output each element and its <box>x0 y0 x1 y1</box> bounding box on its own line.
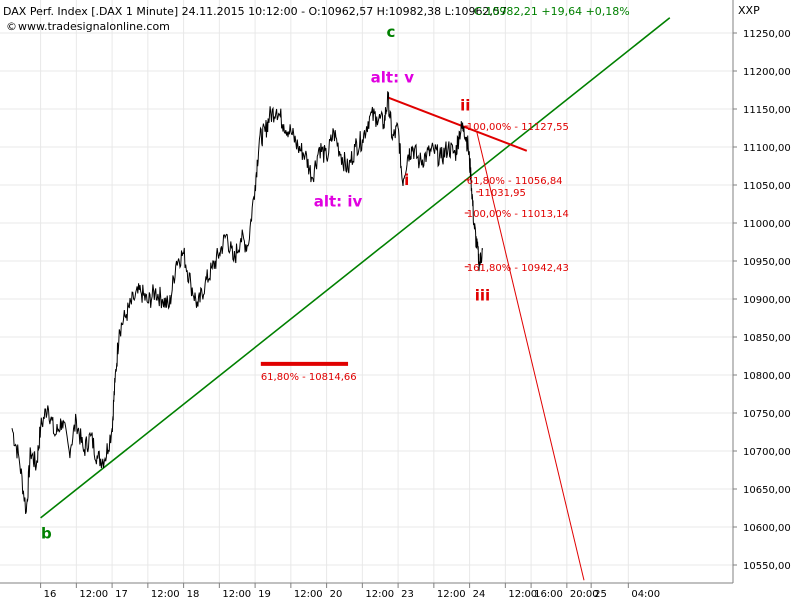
x-tick-label: 18 <box>187 589 200 600</box>
x-tick-label: 04:00 <box>631 589 660 600</box>
x-tick-label: 20:00 <box>570 589 599 600</box>
y-tick-label: 10750,00 <box>743 409 791 420</box>
trendlines <box>40 17 671 581</box>
y-tick-label: 10700,00 <box>743 447 791 458</box>
y-tick-label: 11200,00 <box>743 67 791 78</box>
header-title: DAX Perf. Index [.DAX 1 Minute] 24.11.20… <box>3 5 507 18</box>
x-tick-label: 25 <box>594 589 607 600</box>
fib-level-label: 100,00% - 11013,14 <box>467 209 569 220</box>
wave-label: b <box>41 524 52 542</box>
fib-level-label: 61,80% - 10814,66 <box>261 372 357 383</box>
y-tick-label: 10550,00 <box>743 561 791 572</box>
x-tick-label: 16:00 <box>534 589 563 600</box>
x-tick-label: 17 <box>115 589 128 600</box>
price-series <box>11 91 483 514</box>
copyright-icon: © <box>6 20 17 33</box>
x-tick-label: 12:00 <box>437 589 466 600</box>
x-tick-label: 12:00 <box>151 589 180 600</box>
x-tick-label: 24 <box>473 589 486 600</box>
x-tick-label: 12:00 <box>365 589 394 600</box>
axis-name: XXP <box>738 4 760 17</box>
fib-level-label: 11031,95 <box>478 188 526 199</box>
y-tick-label: 11050,00 <box>743 181 791 192</box>
wave-label: alt: iv <box>314 192 363 210</box>
wave-label: iii <box>475 287 490 305</box>
x-tick-label: 19 <box>258 589 271 600</box>
y-tick-label: 10650,00 <box>743 485 791 496</box>
y-tick-label: 10850,00 <box>743 333 791 344</box>
fib-level-label: 61,80% - 11056,84 <box>467 176 563 187</box>
fibonacci-levels: 61,80% - 10814,66 100,00% - 11127,55 61,80… <box>260 122 569 383</box>
trendline-uptrend <box>40 17 671 519</box>
wave-label: c <box>386 23 395 41</box>
x-axis-ticks: 16 12:00 17 12:00 18 12:00 19 12:00 20 12:00 23 12:… <box>40 583 660 600</box>
trendline-projection <box>476 131 585 581</box>
header-close: C:10982,21 +19,64 +0,18% <box>474 5 630 18</box>
x-tick-label: 12:00 <box>508 589 537 600</box>
x-tick-label: 20 <box>330 589 343 600</box>
y-axis-panel <box>733 0 800 600</box>
wave-label: alt: v <box>371 68 415 86</box>
x-tick-label: 12:00 <box>222 589 251 600</box>
trendline-resistance <box>387 96 528 152</box>
fib-level-label: 161,80% - 10942,43 <box>467 263 569 274</box>
y-tick-label: 11150,00 <box>743 105 791 116</box>
x-tick-label: 16 <box>44 589 57 600</box>
y-tick-label: 10600,00 <box>743 523 791 534</box>
y-tick-label: 10950,00 <box>743 257 791 268</box>
y-tick-label: 11000,00 <box>743 219 791 230</box>
y-tick-label: 10900,00 <box>743 295 791 306</box>
wave-label: i <box>404 171 409 189</box>
website-text: www.tradesignalonline.com <box>18 20 170 33</box>
x-tick-label: 12:00 <box>294 589 323 600</box>
fib-level-label: 100,00% - 11127,55 <box>467 122 569 133</box>
x-tick-label: 12:00 <box>79 589 108 600</box>
price-line <box>11 91 483 514</box>
y-tick-label: 10800,00 <box>743 371 791 382</box>
grid <box>0 0 733 583</box>
y-axis-ticks: 10550,00 10600,00 10650,00 10700,00 10750,00… <box>733 29 791 572</box>
y-tick-label: 11250,00 <box>743 29 791 40</box>
y-tick-label: 11100,00 <box>743 143 791 154</box>
x-tick-label: 23 <box>401 589 414 600</box>
wave-label: ii <box>460 97 470 115</box>
